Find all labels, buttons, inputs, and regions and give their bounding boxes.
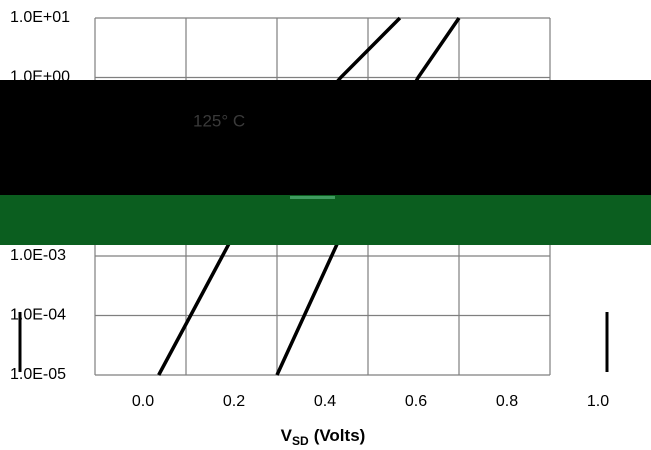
annotation: 125° C: [193, 111, 245, 130]
y-tick-label: 1.0E-04: [10, 307, 66, 324]
x-tick-label: 0.4: [314, 393, 336, 410]
green-band: [0, 195, 651, 245]
black-band: [0, 80, 651, 195]
x-tick-label: 1.0: [587, 393, 609, 410]
x-title-sub: SD: [292, 434, 309, 448]
x-axis-title: VSD (Volts): [281, 426, 366, 448]
y-tick-label: 1.0E+01: [10, 9, 70, 26]
x-tick-label: 0.0: [132, 393, 154, 410]
green-mark: [290, 196, 335, 199]
x-title-rest: (Volts): [314, 426, 366, 445]
x-title-main: V: [281, 426, 293, 445]
x-tick-label: 0.8: [496, 393, 518, 410]
x-tick-label: 0.2: [223, 393, 245, 410]
y-tick-label: 1.0E-03: [10, 247, 66, 264]
y-tick-label: 1.0E-05: [10, 366, 66, 383]
x-tick-label: 0.6: [405, 393, 427, 410]
overlay: 125° C: [0, 80, 651, 372]
